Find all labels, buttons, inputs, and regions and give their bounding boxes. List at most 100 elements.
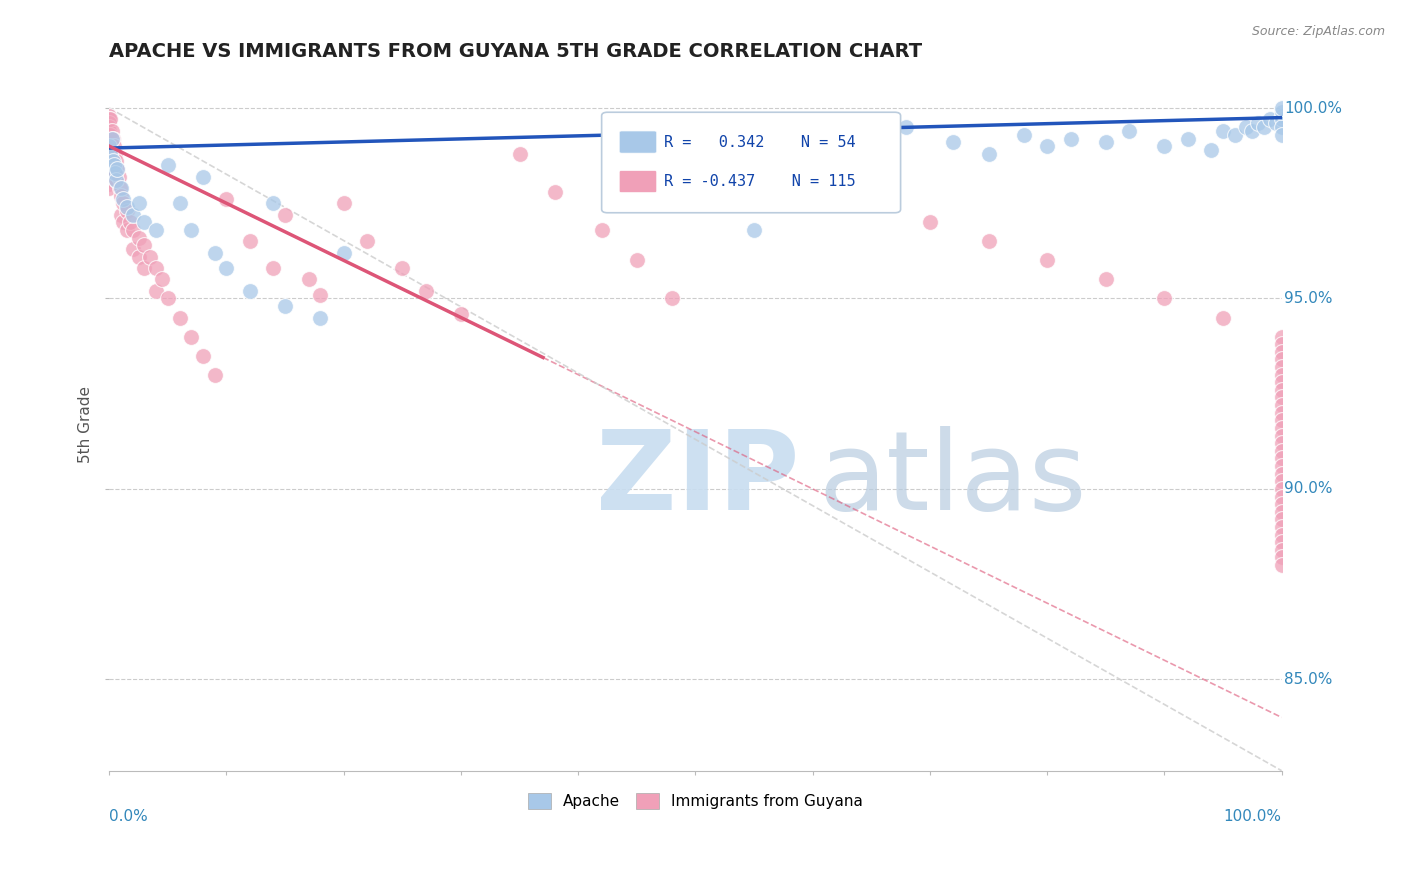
Point	[1153, 292, 1175, 306]
Point	[1271, 542, 1294, 557]
Point	[1271, 329, 1294, 343]
Point	[98, 161, 121, 176]
Point	[128, 196, 150, 211]
Text: 0.0%: 0.0%	[110, 809, 148, 824]
Point	[1271, 458, 1294, 473]
FancyBboxPatch shape	[619, 170, 657, 193]
Point	[509, 146, 531, 161]
Point	[98, 169, 121, 184]
Point	[180, 223, 202, 237]
Point	[98, 139, 121, 153]
Point	[104, 146, 127, 161]
Point	[1271, 512, 1294, 526]
Point	[1036, 253, 1059, 268]
Point	[105, 173, 128, 187]
Point	[139, 250, 162, 264]
Point	[120, 215, 142, 229]
Point	[128, 230, 150, 244]
Point	[150, 272, 173, 286]
FancyBboxPatch shape	[619, 131, 657, 153]
Point	[1247, 116, 1270, 130]
Point	[101, 146, 124, 161]
Point	[100, 139, 122, 153]
Point	[1271, 344, 1294, 359]
Point	[98, 128, 121, 142]
Point	[100, 146, 122, 161]
Point	[1271, 120, 1294, 134]
Point	[1271, 520, 1294, 534]
Point	[801, 178, 824, 192]
Point	[274, 208, 297, 222]
Point	[1271, 383, 1294, 397]
Point	[145, 260, 167, 275]
Point	[103, 158, 125, 172]
Point	[1012, 128, 1035, 142]
Point	[239, 235, 262, 249]
Point	[105, 154, 128, 169]
Point	[1271, 413, 1294, 427]
Point	[1253, 120, 1275, 134]
Text: 100.0%: 100.0%	[1223, 809, 1282, 824]
Point	[134, 215, 156, 229]
Y-axis label: 5th Grade: 5th Grade	[79, 385, 93, 463]
Point	[1271, 398, 1294, 412]
Point	[98, 120, 121, 134]
Point	[121, 242, 143, 256]
Point	[1271, 352, 1294, 367]
Point	[1059, 131, 1081, 145]
Point	[100, 112, 122, 127]
Point	[1223, 128, 1246, 142]
Point	[134, 260, 156, 275]
Point	[215, 193, 238, 207]
Point	[101, 154, 124, 169]
Point	[742, 223, 765, 237]
Point	[104, 166, 127, 180]
Point	[942, 136, 965, 150]
Point	[115, 203, 138, 218]
Text: 90.0%: 90.0%	[1284, 482, 1333, 496]
Point	[112, 196, 135, 211]
Point	[107, 161, 129, 176]
Point	[134, 238, 156, 252]
Point	[896, 120, 918, 134]
Point	[100, 146, 122, 161]
Point	[332, 245, 354, 260]
Point	[1212, 310, 1234, 325]
Point	[112, 215, 135, 229]
Point	[110, 208, 132, 222]
Point	[309, 310, 332, 325]
Point	[1271, 505, 1294, 519]
Point	[1271, 527, 1294, 541]
Point	[1271, 436, 1294, 450]
Point	[1036, 139, 1059, 153]
Point	[1271, 376, 1294, 390]
Point	[98, 109, 121, 123]
Point	[204, 368, 226, 382]
Text: ZIP: ZIP	[596, 426, 799, 533]
Point	[450, 307, 472, 321]
Point	[191, 169, 214, 184]
Point	[262, 260, 284, 275]
Point	[98, 154, 121, 169]
Point	[1271, 406, 1294, 420]
Point	[100, 154, 122, 169]
Point	[112, 193, 135, 207]
Point	[918, 215, 941, 229]
FancyBboxPatch shape	[602, 112, 901, 213]
Point	[98, 136, 121, 150]
Point	[391, 260, 413, 275]
Point	[1199, 143, 1222, 157]
Point	[1271, 101, 1294, 115]
Point	[332, 196, 354, 211]
Point	[108, 181, 131, 195]
Point	[101, 131, 124, 145]
Point	[1271, 475, 1294, 489]
Text: atlas: atlas	[818, 426, 1087, 533]
Point	[156, 158, 179, 172]
Point	[98, 151, 121, 165]
Point	[1153, 139, 1175, 153]
Text: R = -0.437    N = 115: R = -0.437 N = 115	[664, 174, 855, 189]
Point	[98, 124, 121, 138]
Point	[145, 223, 167, 237]
Point	[1271, 490, 1294, 504]
